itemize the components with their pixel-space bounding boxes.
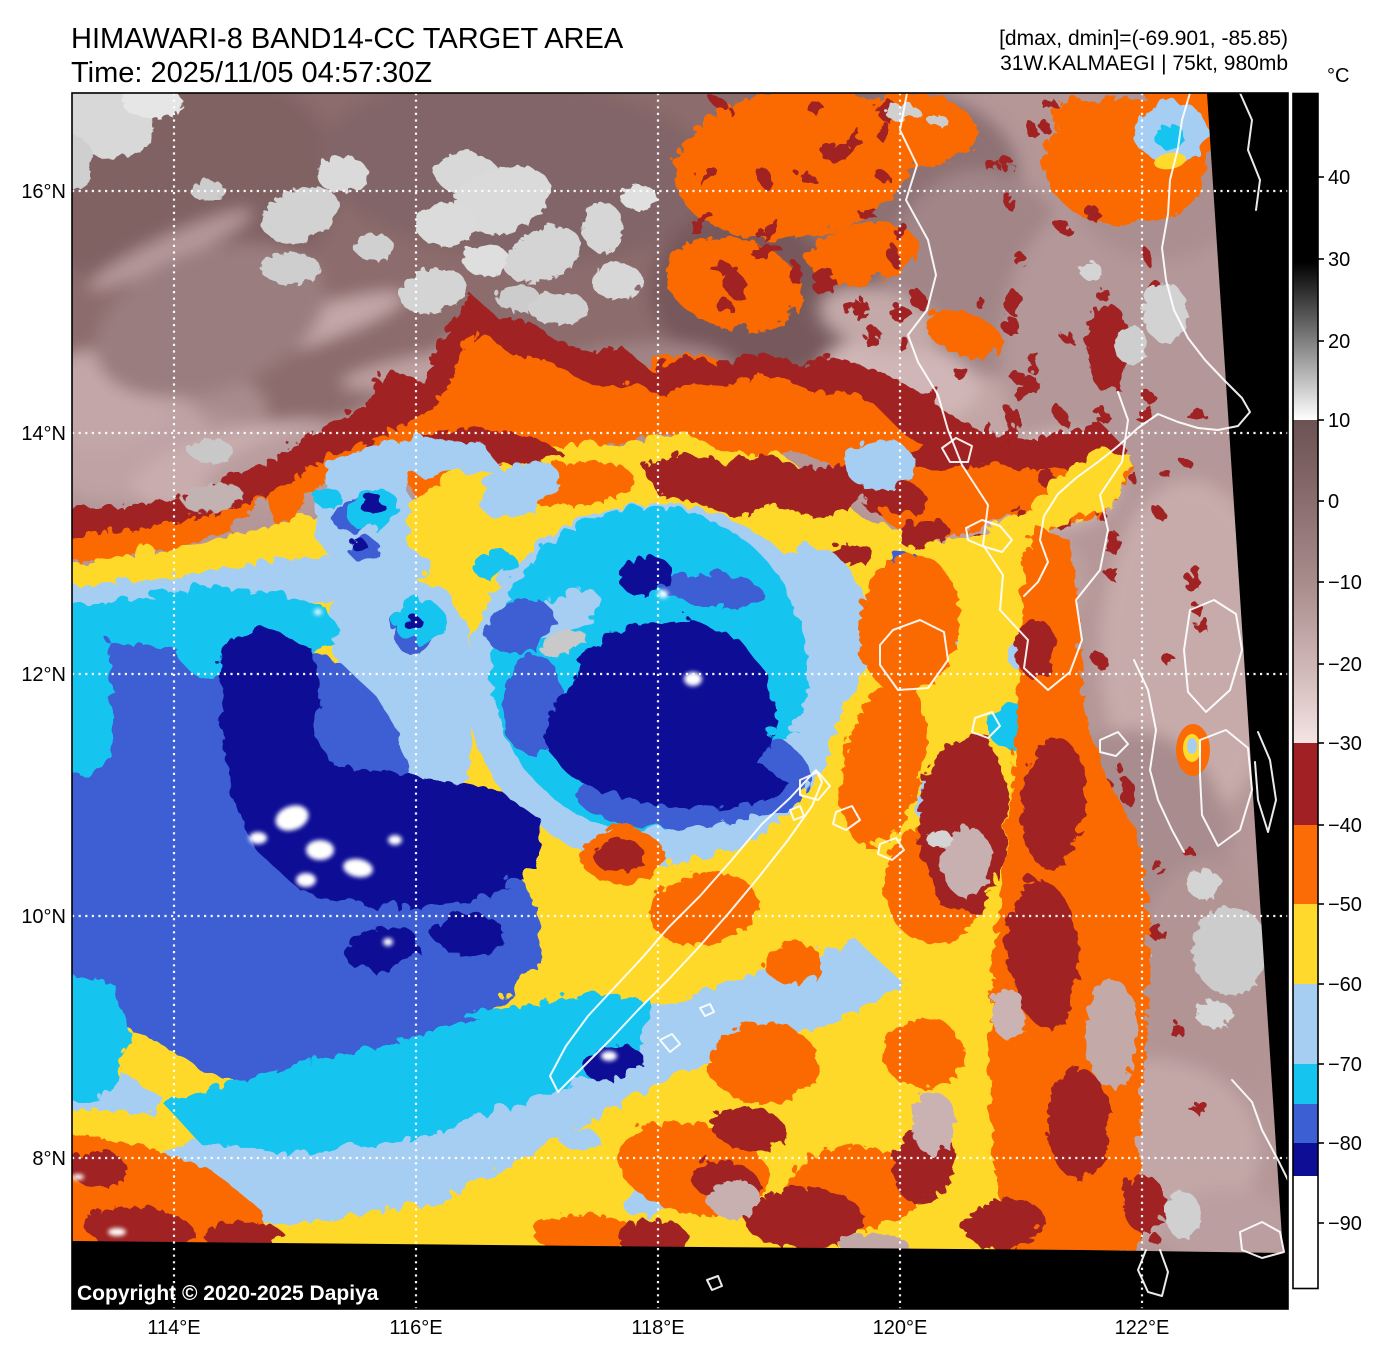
svg-text:31W.KALMAEGI | 75kt, 980mb: 31W.KALMAEGI | 75kt, 980mb (1000, 52, 1288, 75)
svg-text:−90: −90 (1328, 1213, 1362, 1235)
svg-text:14°N: 14°N (21, 423, 66, 445)
svg-text:116°E: 116°E (389, 1317, 442, 1339)
svg-text:114°E: 114°E (147, 1317, 200, 1339)
svg-text:118°E: 118°E (631, 1317, 684, 1339)
svg-text:120°E: 120°E (873, 1317, 928, 1339)
svg-text:−30: −30 (1328, 733, 1362, 755)
svg-text:16°N: 16°N (21, 181, 66, 203)
svg-text:HIMAWARI-8 BAND14-CC TARGET AR: HIMAWARI-8 BAND14-CC TARGET AREA (71, 23, 624, 55)
svg-text:−80: −80 (1328, 1133, 1362, 1155)
svg-text:30: 30 (1328, 249, 1350, 271)
svg-text:−50: −50 (1328, 894, 1362, 916)
svg-text:0: 0 (1328, 491, 1339, 513)
svg-text:10°N: 10°N (21, 906, 66, 928)
svg-text:−20: −20 (1328, 654, 1362, 676)
svg-text:40: 40 (1328, 167, 1350, 189)
svg-text:−70: −70 (1328, 1054, 1362, 1076)
svg-text:[dmax, dmin]=(-69.901, -85.85): [dmax, dmin]=(-69.901, -85.85) (999, 27, 1288, 50)
svg-text:8°N: 8°N (32, 1148, 66, 1170)
svg-text:−60: −60 (1328, 974, 1362, 996)
svg-text:°C: °C (1327, 65, 1349, 87)
svg-text:12°N: 12°N (21, 664, 66, 686)
svg-text:10: 10 (1328, 410, 1350, 432)
svg-text:−40: −40 (1328, 815, 1362, 837)
svg-text:Time: 2025/11/05 04:57:30Z: Time: 2025/11/05 04:57:30Z (71, 57, 432, 89)
svg-text:20: 20 (1328, 331, 1350, 353)
svg-text:−10: −10 (1328, 572, 1362, 594)
svg-text:Copyright © 2020-2025 Dapiya: Copyright © 2020-2025 Dapiya (77, 1282, 379, 1305)
svg-text:122°E: 122°E (1115, 1317, 1170, 1339)
